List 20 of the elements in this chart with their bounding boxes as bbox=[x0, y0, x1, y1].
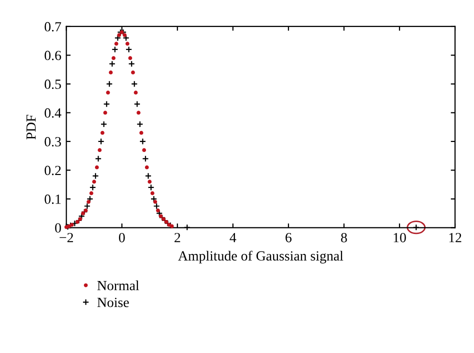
y-tick-label: 0.3 bbox=[44, 137, 61, 146]
x-tick-label: 8 bbox=[341, 232, 347, 242]
x-tick-label: 12 bbox=[449, 232, 462, 242]
x-tick-label: 2 bbox=[174, 232, 180, 242]
legend-label: Noise bbox=[97, 298, 129, 308]
y-tick-label: 0.4 bbox=[44, 108, 62, 118]
y-tick-label: 0.7 bbox=[44, 22, 62, 32]
y-tick-label: 0.1 bbox=[44, 194, 61, 204]
legend-label: Normal bbox=[97, 280, 140, 290]
x-tick-label: 6 bbox=[286, 232, 292, 242]
y-tick-label: 0.6 bbox=[44, 50, 62, 60]
x-tick-label: 0 bbox=[118, 232, 125, 242]
x-axis-title: Amplitude of Gaussian signal bbox=[178, 250, 344, 264]
x-tick-label: 4 bbox=[230, 233, 236, 242]
y-axis-title: PDF bbox=[26, 114, 36, 140]
y-tick-label: 0.5 bbox=[44, 80, 61, 89]
y-tick-label: 0 bbox=[55, 223, 61, 233]
x-tick-label: −2 bbox=[60, 232, 73, 242]
y-tick-label: 0.2 bbox=[44, 166, 61, 176]
x-tick-label: 10 bbox=[394, 232, 406, 242]
